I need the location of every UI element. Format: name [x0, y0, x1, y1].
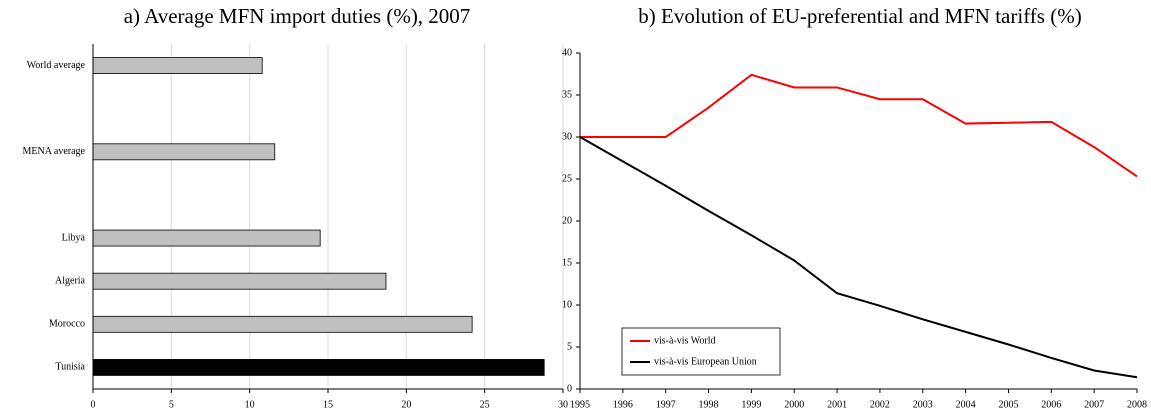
line-series	[579, 136, 1138, 379]
x-tick-label: 2004	[956, 399, 976, 410]
bar	[92, 359, 545, 376]
x-tick-label: 1998	[699, 399, 719, 410]
x-tick-label: 2007	[1084, 399, 1104, 410]
y-tick-label: World average	[27, 60, 86, 71]
y-tick-label: 15	[562, 257, 572, 268]
y-tick-label: 0	[567, 383, 572, 394]
y-tick-label: 30	[562, 131, 572, 142]
y-tick-label: Libya	[62, 232, 86, 243]
bar	[92, 57, 263, 74]
bar	[92, 143, 276, 161]
y-tick-label: Algeria	[55, 275, 86, 286]
y-tick-label: Morocco	[49, 319, 85, 330]
x-tick-label: 20	[401, 399, 411, 410]
bar	[92, 229, 321, 247]
bar	[92, 272, 387, 290]
x-tick-label: 1999	[741, 399, 761, 410]
x-tick-label: 2000	[784, 399, 804, 410]
x-tick-label: 0	[91, 399, 96, 410]
x-tick-label: 1997	[656, 399, 676, 410]
bar	[92, 315, 473, 333]
chart-title: a) Average MFN import duties (%), 2007	[124, 4, 471, 28]
legend-box	[621, 327, 781, 376]
x-tick-label: 2005	[998, 399, 1018, 410]
legend-label: vis-à-vis World	[654, 335, 716, 346]
line-series	[580, 73, 1138, 178]
x-tick-label: 25	[480, 399, 490, 410]
x-tick-label: 15	[323, 399, 333, 410]
x-tick-label: 2008	[1127, 399, 1147, 410]
y-tick-label: Tunisia	[55, 362, 85, 373]
y-tick-label: 5	[567, 341, 572, 352]
x-tick-label: 1995	[570, 399, 590, 410]
x-tick-label: 2001	[827, 399, 847, 410]
x-tick-label: 2006	[1041, 399, 1061, 410]
y-tick-label: 20	[562, 215, 572, 226]
x-tick-label: 30	[558, 399, 568, 410]
x-tick-label: 5	[169, 399, 174, 410]
y-tick-label: 10	[562, 299, 572, 310]
x-tick-label: 1996	[613, 399, 633, 410]
x-tick-label: 2003	[913, 399, 933, 410]
y-tick-label: 40	[562, 47, 572, 58]
x-tick-label: 10	[245, 399, 255, 410]
legend-label: vis-à-vis European Union	[654, 356, 757, 367]
x-tick-label: 2002	[870, 399, 890, 410]
y-tick-label: 25	[562, 173, 572, 184]
chart-title: b) Evolution of EU-preferential and MFN …	[638, 4, 1081, 28]
y-tick-label: 35	[562, 89, 572, 100]
y-tick-label: MENA average	[23, 146, 86, 157]
